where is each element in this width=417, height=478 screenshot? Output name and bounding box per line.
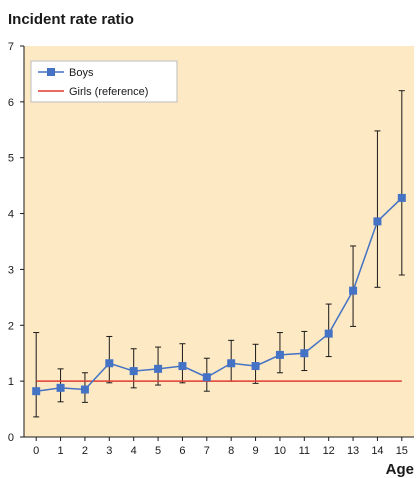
data-point-boys (105, 359, 114, 368)
axes (23, 46, 414, 438)
x-ticks: 0 1 2 3 4 5 6 7 8 9 10 11 12 13 14 15 (33, 437, 408, 457)
data-point-boys (275, 350, 284, 359)
x-axis-title: Age (386, 461, 414, 478)
data-point-boys (154, 364, 163, 373)
x-tick-label: 9 (253, 445, 259, 457)
data-point-boys (227, 359, 236, 368)
data-point-boys (324, 329, 333, 338)
y-tick-label: 7 (8, 41, 14, 53)
data-point-boys (202, 373, 211, 382)
x-tick-label: 14 (371, 445, 383, 457)
legend-box (30, 60, 178, 103)
data-point-boys (397, 193, 406, 202)
y-tick-label: 4 (8, 209, 14, 221)
legend: Boys Girls (reference) (30, 60, 178, 103)
x-tick-label: 13 (347, 445, 359, 457)
data-point-boys (300, 349, 309, 358)
data-point-boys (373, 217, 382, 226)
series-line-boys (36, 197, 403, 392)
x-tick-label: 4 (131, 445, 137, 457)
x-tick-label: 7 (204, 445, 210, 457)
x-tick-label: 1 (58, 445, 64, 457)
data-point-boys (251, 362, 260, 371)
plot-background (24, 46, 414, 437)
data-point-boys (129, 367, 138, 376)
x-tick-label: 15 (396, 445, 408, 457)
y-tick-label: 2 (8, 320, 14, 332)
series-lines (36, 197, 403, 392)
y-tick-label: 6 (8, 97, 14, 109)
y-axis-title: Incident rate ratio (8, 11, 134, 28)
x-tick-label: 8 (228, 445, 234, 457)
data-point-boys (178, 362, 187, 371)
legend-label-girls: Girls (reference) (69, 86, 148, 98)
x-tick-label: 0 (33, 445, 39, 457)
x-tick-label: 5 (155, 445, 161, 457)
data-point-boys (32, 387, 41, 396)
legend-marker-boys (47, 68, 55, 76)
data-point-boys (56, 383, 65, 392)
legend-label-boys: Boys (69, 67, 94, 79)
y-ticks: 0 1 2 3 4 5 6 7 (8, 41, 24, 444)
x-tick-label: 12 (323, 445, 335, 457)
y-tick-label: 3 (8, 264, 14, 276)
x-tick-label: 3 (106, 445, 112, 457)
data-point-boys (80, 385, 89, 394)
series-markers (32, 193, 406, 396)
x-tick-label: 6 (179, 445, 185, 457)
x-tick-label: 10 (274, 445, 286, 457)
x-tick-label: 2 (82, 445, 88, 457)
y-tick-label: 1 (8, 376, 14, 388)
y-tick-label: 5 (8, 153, 14, 165)
y-tick-label: 0 (8, 432, 14, 444)
data-point-boys (349, 286, 358, 295)
x-tick-label: 11 (299, 445, 310, 457)
